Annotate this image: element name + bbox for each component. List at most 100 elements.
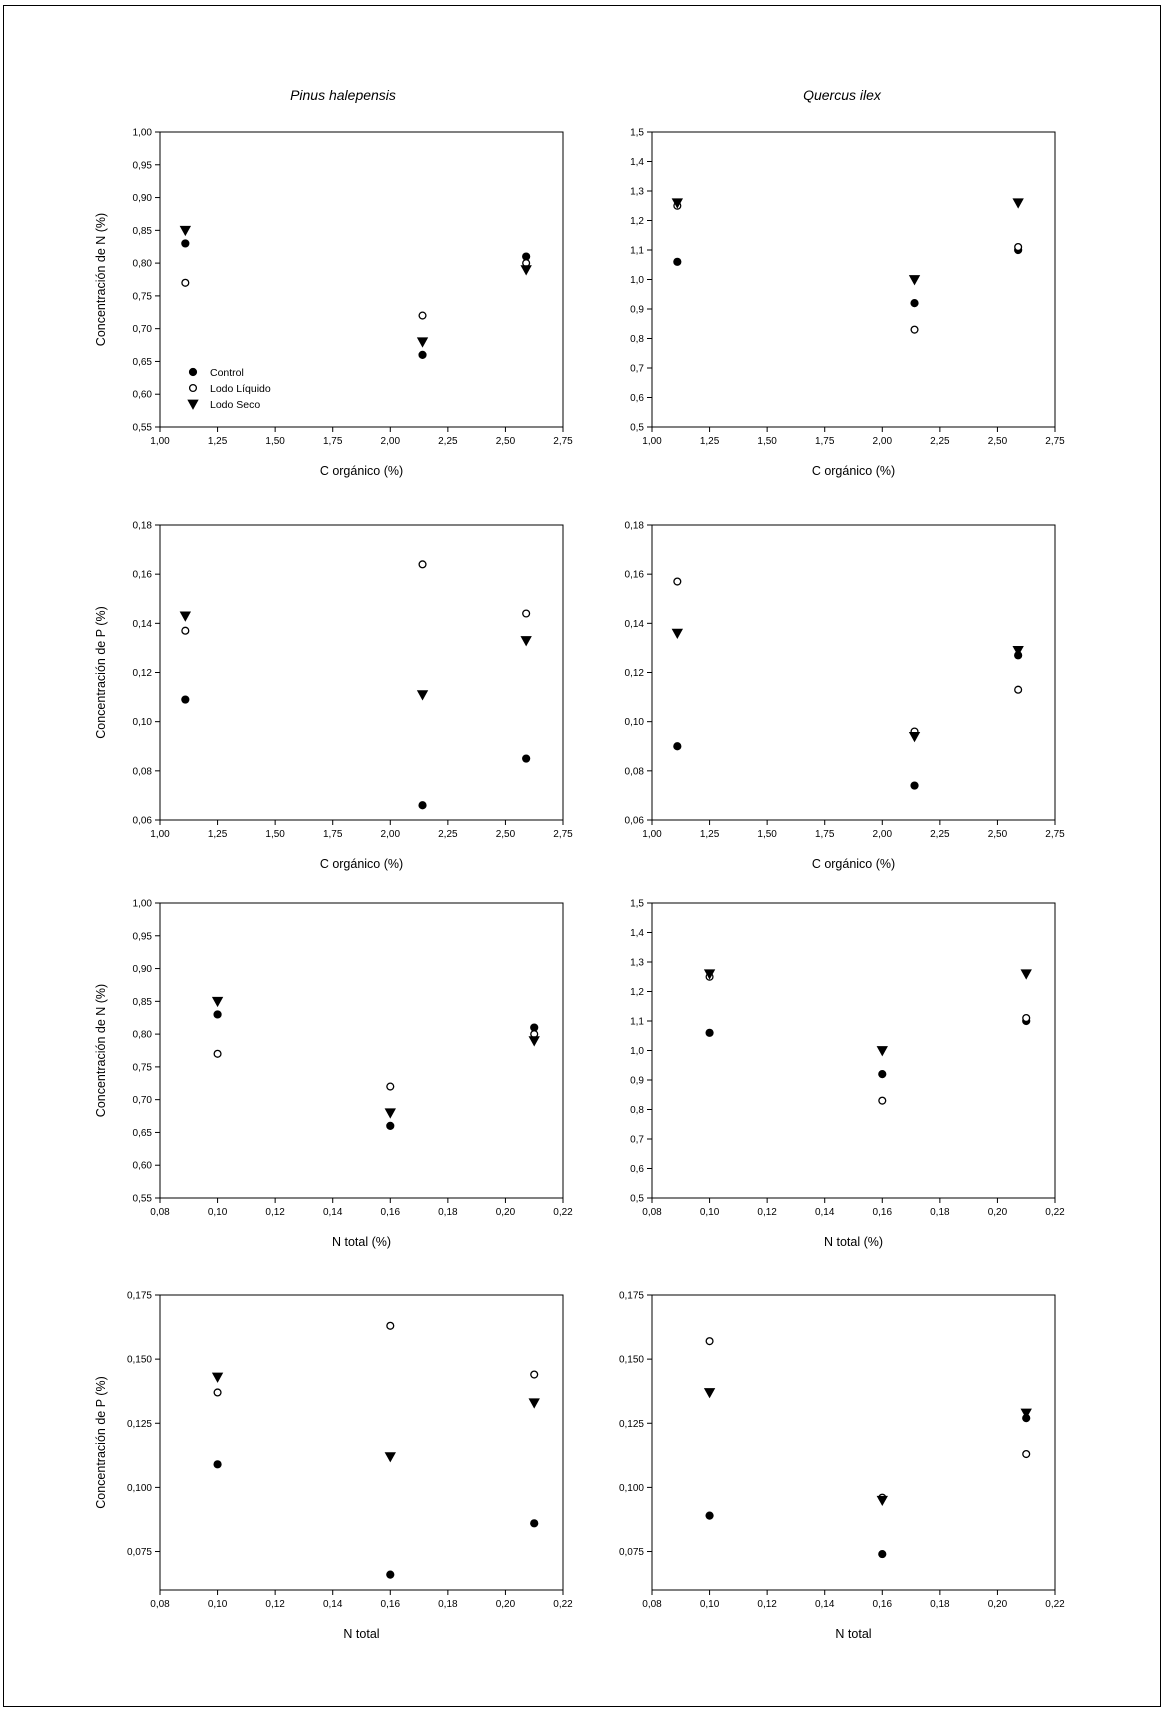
y-tick-label: 0,80 bbox=[133, 259, 153, 270]
point-lodo-l-quido bbox=[673, 577, 682, 586]
point-lodo-seco bbox=[179, 225, 192, 237]
y-tick-label: 0,14 bbox=[133, 619, 153, 630]
plot-frame bbox=[651, 524, 1056, 821]
y-tick-label: 1,1 bbox=[630, 1017, 644, 1028]
plot-frame bbox=[651, 131, 1056, 428]
y-tick-label: 0,9 bbox=[630, 1076, 644, 1087]
plot-frame bbox=[159, 902, 564, 1199]
point-lodo-seco bbox=[1020, 969, 1032, 980]
point-lodo-seco bbox=[384, 1108, 396, 1119]
point-lodo-l-quido bbox=[522, 609, 531, 618]
y-tick-label: 1,5 bbox=[630, 128, 644, 139]
legend-marker bbox=[188, 367, 198, 377]
legend-marker bbox=[188, 383, 198, 393]
point-control bbox=[910, 781, 919, 790]
y-tick-label: 0,70 bbox=[133, 324, 153, 335]
x-axis-label: C orgánico (%) bbox=[812, 857, 895, 871]
x-tick-label: 0,16 bbox=[873, 1207, 893, 1218]
x-tick-label: 1,50 bbox=[757, 829, 777, 840]
x-tick-label: 1,50 bbox=[265, 436, 285, 447]
scatter-panel-2: 1,00 1,25 1,50 1,75 2,00 2,25 2,50 2,75 0,5 0,6 0,… bbox=[630, 128, 1065, 479]
point-control bbox=[910, 299, 919, 308]
x-tick-label: 0,22 bbox=[553, 1207, 573, 1218]
column-title-quercus: Quercus ilex bbox=[803, 87, 882, 103]
point-lodo-l-quido bbox=[1014, 243, 1023, 252]
y-tick-label: 1,00 bbox=[133, 128, 153, 139]
x-tick-label: 0,20 bbox=[988, 1207, 1008, 1218]
y-tick-label: 0,7 bbox=[630, 1135, 644, 1146]
y-tick-label: 0,16 bbox=[625, 570, 645, 581]
point-control bbox=[213, 1460, 222, 1469]
y-tick-label: 0,6 bbox=[630, 1164, 644, 1175]
y-tick-label: 0,75 bbox=[133, 1062, 153, 1073]
y-tick-label: 0,12 bbox=[625, 668, 645, 679]
x-tick-label: 1,25 bbox=[208, 436, 228, 447]
x-tick-label: 2,50 bbox=[496, 436, 516, 447]
x-tick-label: 0,08 bbox=[150, 1207, 170, 1218]
point-lodo-l-quido bbox=[418, 560, 427, 569]
point-lodo-l-quido bbox=[386, 1321, 395, 1330]
y-tick-label: 0,100 bbox=[127, 1483, 152, 1494]
point-control bbox=[386, 1570, 395, 1579]
y-tick-label: 0,95 bbox=[133, 931, 153, 942]
y-tick-label: 0,08 bbox=[133, 766, 153, 777]
point-lodo-l-quido bbox=[878, 1096, 887, 1105]
y-tick-label: 0,06 bbox=[133, 816, 153, 827]
y-tick-label: 0,14 bbox=[625, 619, 645, 630]
y-tick-label: 0,18 bbox=[133, 521, 153, 532]
x-tick-label: 0,18 bbox=[438, 1207, 458, 1218]
point-lodo-seco bbox=[528, 1398, 540, 1409]
y-tick-label: 0,10 bbox=[133, 717, 153, 728]
x-tick-label: 1,00 bbox=[150, 829, 170, 840]
x-tick-label: 2,25 bbox=[930, 829, 950, 840]
x-tick-label: 1,25 bbox=[208, 829, 228, 840]
point-lodo-seco bbox=[876, 1046, 888, 1057]
y-tick-label: 0,75 bbox=[133, 291, 153, 302]
x-tick-label: 0,14 bbox=[323, 1207, 343, 1218]
y-tick-label: 0,08 bbox=[625, 766, 645, 777]
y-axis-label: Concentración de N (%) bbox=[94, 984, 108, 1117]
x-tick-label: 1,25 bbox=[700, 436, 720, 447]
scatter-panel-1: 1,00 1,25 1,50 1,75 2,00 2,25 2,50 2,75 0,55 0,60… bbox=[94, 128, 573, 479]
point-lodo-seco bbox=[384, 1452, 396, 1463]
point-control bbox=[705, 1511, 714, 1520]
x-tick-label: 1,75 bbox=[815, 436, 835, 447]
x-tick-label: 1,00 bbox=[150, 436, 170, 447]
x-tick-label: 2,25 bbox=[438, 829, 458, 840]
point-lodo-l-quido bbox=[1022, 1449, 1031, 1459]
x-tick-label: 0,22 bbox=[1045, 1207, 1065, 1218]
x-tick-label: 1,75 bbox=[815, 829, 835, 840]
y-tick-label: 0,55 bbox=[133, 423, 153, 434]
y-tick-label: 0,175 bbox=[127, 1291, 152, 1302]
y-tick-label: 0,150 bbox=[619, 1355, 644, 1366]
y-tick-label: 0,9 bbox=[630, 305, 644, 316]
x-tick-label: 0,20 bbox=[496, 1207, 516, 1218]
point-lodo-seco bbox=[1012, 198, 1024, 209]
point-control bbox=[673, 257, 682, 266]
y-tick-label: 0,90 bbox=[133, 964, 153, 975]
point-control bbox=[878, 1070, 887, 1079]
x-tick-label: 0,14 bbox=[815, 1599, 835, 1610]
x-tick-label: 0,20 bbox=[988, 1599, 1008, 1610]
legend-label: Lodo Seco bbox=[210, 399, 260, 411]
point-lodo-l-quido bbox=[213, 1388, 222, 1397]
y-tick-label: 0,95 bbox=[133, 160, 153, 171]
x-axis-label: N total bbox=[835, 1627, 871, 1641]
x-tick-label: 1,50 bbox=[265, 829, 285, 840]
y-tick-label: 1,3 bbox=[630, 958, 644, 969]
x-tick-label: 0,20 bbox=[496, 1599, 516, 1610]
point-lodo-seco bbox=[520, 636, 532, 647]
x-tick-label: 0,10 bbox=[700, 1599, 720, 1610]
y-tick-label: 1,4 bbox=[630, 928, 644, 939]
legend-label: Control bbox=[210, 367, 244, 379]
scatter-panel-8: 0,08 0,10 0,12 0,14 0,16 0,18 0,20 0,22 0,075 0,1… bbox=[619, 1291, 1065, 1642]
x-tick-label: 2,75 bbox=[1045, 436, 1065, 447]
x-tick-label: 0,18 bbox=[930, 1599, 950, 1610]
point-lodo-seco bbox=[703, 969, 716, 980]
point-lodo-l-quido bbox=[213, 1049, 222, 1058]
y-tick-label: 0,85 bbox=[133, 997, 153, 1008]
y-tick-label: 0,60 bbox=[133, 1161, 153, 1172]
point-lodo-seco bbox=[211, 1372, 224, 1383]
scatter-panel-3: 1,00 1,25 1,50 1,75 2,00 2,25 2,50 2,75 0,06 0,08… bbox=[94, 521, 573, 872]
y-tick-label: 0,8 bbox=[630, 334, 644, 345]
